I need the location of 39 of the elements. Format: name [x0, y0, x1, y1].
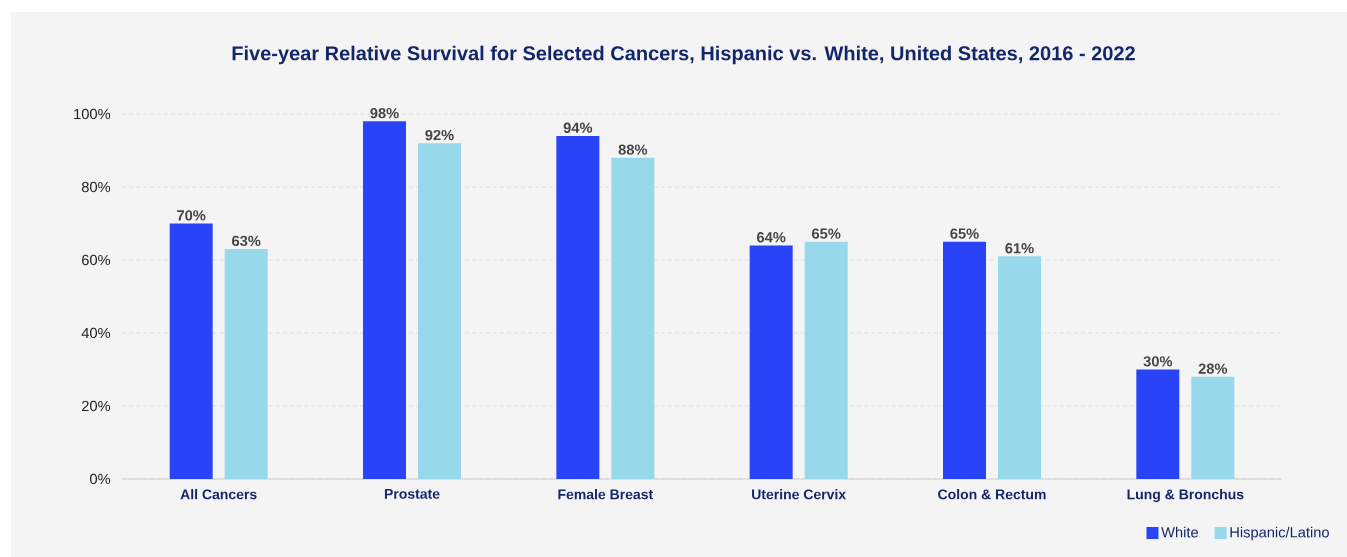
chart-title: Five-year Relative Survival for Selected Cancers, Hispanic vs. White, United States, 2016 - 2022: [232, 45, 1135, 65]
bar: [804, 241, 848, 479]
data-label: 64%: [757, 232, 786, 243]
x-tick-label: All Cancers: [180, 489, 257, 500]
bar: [169, 223, 213, 479]
bar: [1136, 369, 1180, 479]
data-label: 63%: [232, 235, 261, 247]
y-tick-label: 100%: [74, 108, 111, 120]
legend-label: Hispanic/Latino: [1230, 526, 1329, 541]
data-label: 30%: [1143, 356, 1173, 367]
bar: [943, 241, 986, 479]
y-tick-label: 40%: [81, 327, 111, 339]
x-tick-label: Lung & Bronchus: [1127, 489, 1244, 503]
x-tick-label: Colon & Rectum: [938, 489, 1046, 500]
data-label: 98%: [370, 107, 399, 119]
bar: [749, 245, 793, 479]
x-tick-label: Prostate: [384, 489, 440, 499]
y-tick-label: 60%: [82, 254, 111, 266]
x-tick-label: Uterine Cervix: [752, 489, 846, 500]
bar: [1191, 376, 1235, 479]
data-label: 94%: [563, 122, 593, 133]
data-label: 65%: [950, 228, 979, 239]
bar: [224, 249, 268, 479]
bar: [998, 256, 1041, 479]
bar: [418, 143, 462, 479]
data-label: 65%: [812, 228, 841, 239]
bar: [556, 135, 600, 479]
y-tick-label: 20%: [82, 400, 111, 412]
data-label: 88%: [618, 144, 648, 155]
data-label: 70%: [177, 210, 206, 221]
y-tick-label: 80%: [81, 181, 111, 193]
x-tick-label: Female Breast: [558, 489, 653, 500]
bar: [363, 121, 407, 479]
legend-label: White: [1161, 526, 1198, 538]
data-label: 61%: [1005, 243, 1034, 254]
data-label: 28%: [1198, 363, 1228, 374]
y-tick-label: 0%: [90, 473, 111, 485]
bar: [611, 157, 655, 479]
data-label: 92%: [425, 129, 454, 141]
